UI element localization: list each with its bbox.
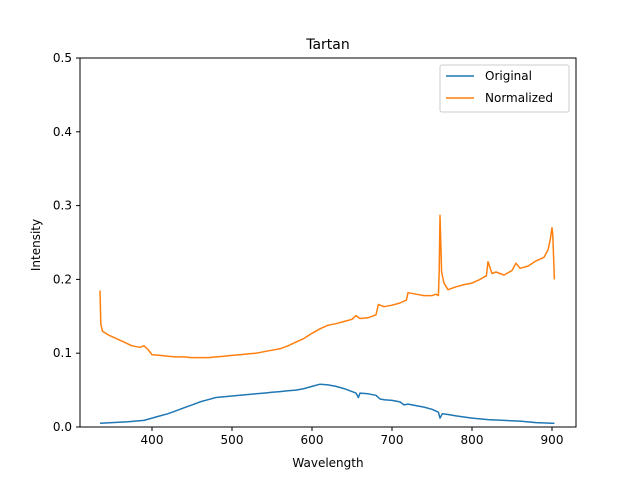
- chart-title: Tartan: [305, 37, 350, 53]
- x-tick-label: 400: [141, 433, 164, 447]
- series-line-original: [99, 383, 555, 425]
- legend-label-original: Original: [485, 69, 532, 83]
- legend-label-normalized: Normalized: [485, 91, 553, 105]
- y-tick-label: 0.3: [53, 199, 72, 213]
- y-tick-label: 0.5: [53, 51, 72, 65]
- x-tick-label: 700: [381, 433, 404, 447]
- y-tick-label: 0.1: [53, 346, 72, 360]
- y-axis-ticks: 0.0 0.1 0.2 0.3 0.4 0.5: [53, 51, 80, 434]
- x-tick-label: 500: [221, 433, 244, 447]
- plot-frame: [79, 57, 577, 428]
- plot-lines: [99, 214, 556, 425]
- x-tick-label: 800: [461, 433, 484, 447]
- y-axis-label: Intensity: [29, 219, 43, 271]
- legend: Original Normalized: [439, 64, 570, 113]
- x-axis-ticks: 400 500 600 700 800 900: [141, 427, 564, 447]
- x-tick-label: 900: [541, 433, 564, 447]
- x-axis-label: Wavelength: [292, 456, 363, 470]
- y-tick-label: 0.0: [53, 420, 72, 434]
- series-line-normalized: [99, 214, 556, 359]
- y-tick-label: 0.2: [53, 272, 72, 286]
- x-tick-label: 600: [301, 433, 324, 447]
- y-tick-label: 0.4: [53, 125, 72, 139]
